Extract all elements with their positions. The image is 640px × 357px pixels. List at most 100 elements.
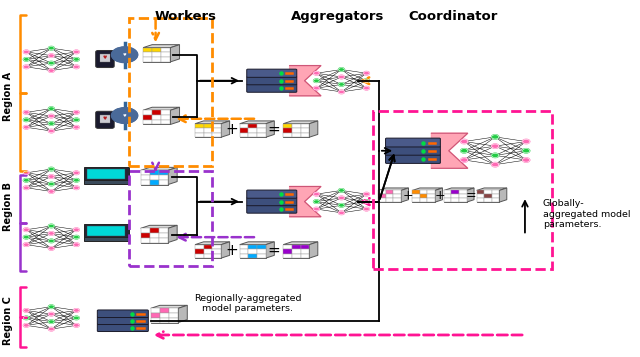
Circle shape (49, 107, 54, 110)
Bar (484, 194, 492, 198)
Bar (257, 128, 266, 133)
Circle shape (364, 192, 369, 196)
Bar (152, 115, 161, 120)
Polygon shape (195, 242, 230, 245)
FancyBboxPatch shape (97, 324, 148, 332)
Bar (492, 190, 499, 194)
Circle shape (24, 118, 29, 121)
Bar (386, 190, 394, 194)
Bar (451, 194, 459, 198)
Bar (484, 198, 492, 202)
Bar (161, 52, 170, 57)
FancyBboxPatch shape (385, 146, 440, 155)
Text: Region B: Region B (3, 182, 13, 231)
Polygon shape (444, 190, 467, 202)
Bar (150, 238, 159, 242)
Circle shape (492, 153, 499, 157)
Text: ♥: ♥ (103, 55, 107, 60)
Circle shape (49, 114, 54, 118)
Text: Globally-
aggregated model
parameters.: Globally- aggregated model parameters. (543, 199, 630, 229)
Polygon shape (378, 190, 401, 202)
Polygon shape (195, 121, 230, 124)
Polygon shape (195, 124, 221, 137)
Circle shape (74, 65, 79, 69)
Bar (212, 245, 221, 249)
Bar (152, 57, 161, 62)
Circle shape (314, 200, 319, 203)
Bar (161, 110, 170, 115)
Text: Aggregators: Aggregators (291, 10, 384, 22)
Bar (444, 190, 451, 194)
Bar (212, 254, 221, 258)
Polygon shape (290, 66, 321, 96)
Bar (204, 124, 212, 128)
Bar (373, 111, 552, 269)
Circle shape (461, 158, 468, 162)
Bar (141, 170, 150, 175)
Bar (492, 198, 499, 202)
Bar (160, 308, 169, 313)
Bar (444, 198, 451, 202)
Circle shape (111, 47, 138, 62)
Circle shape (74, 178, 79, 182)
Circle shape (314, 86, 319, 90)
Polygon shape (143, 110, 170, 125)
Polygon shape (170, 45, 180, 62)
Bar (444, 194, 451, 198)
Circle shape (314, 71, 319, 75)
Bar (451, 190, 459, 194)
Polygon shape (412, 188, 442, 190)
Bar (257, 245, 266, 249)
Bar (159, 170, 168, 175)
Circle shape (49, 224, 54, 228)
Text: Regionally-aggregated
model parameters.: Regionally-aggregated model parameters. (194, 294, 301, 313)
Bar (394, 194, 401, 198)
Circle shape (49, 327, 54, 331)
Text: +: + (225, 243, 238, 258)
Bar (84, 237, 129, 241)
Bar (240, 128, 248, 133)
Bar (159, 228, 168, 233)
Bar (257, 133, 266, 137)
Text: ♥: ♥ (123, 114, 127, 117)
Bar (159, 233, 168, 238)
Bar (159, 238, 168, 242)
Polygon shape (435, 188, 442, 202)
Bar (248, 133, 257, 137)
Circle shape (49, 312, 54, 316)
Circle shape (364, 86, 369, 90)
Bar (169, 313, 178, 318)
Bar (248, 124, 257, 128)
Circle shape (364, 79, 369, 82)
Circle shape (339, 83, 344, 86)
Bar (161, 115, 170, 120)
Text: =: = (466, 189, 477, 202)
Bar (412, 194, 420, 198)
Circle shape (74, 171, 79, 175)
Bar (143, 57, 152, 62)
Circle shape (74, 316, 79, 320)
FancyBboxPatch shape (247, 205, 297, 213)
Polygon shape (283, 242, 318, 245)
Circle shape (523, 139, 530, 144)
Circle shape (339, 203, 344, 207)
Bar (169, 318, 178, 322)
Bar (143, 120, 152, 125)
Polygon shape (378, 188, 408, 190)
Bar (141, 233, 150, 238)
Circle shape (74, 324, 79, 327)
Bar (100, 54, 110, 62)
Text: =: = (267, 122, 280, 137)
Circle shape (24, 324, 29, 327)
Bar (84, 167, 129, 180)
Circle shape (74, 228, 79, 231)
Circle shape (24, 316, 29, 320)
Polygon shape (240, 124, 266, 137)
Polygon shape (141, 170, 168, 185)
Circle shape (49, 247, 54, 250)
Polygon shape (431, 133, 468, 168)
Bar (412, 190, 420, 194)
Bar (204, 249, 212, 254)
Bar (161, 47, 170, 52)
Circle shape (461, 139, 468, 144)
